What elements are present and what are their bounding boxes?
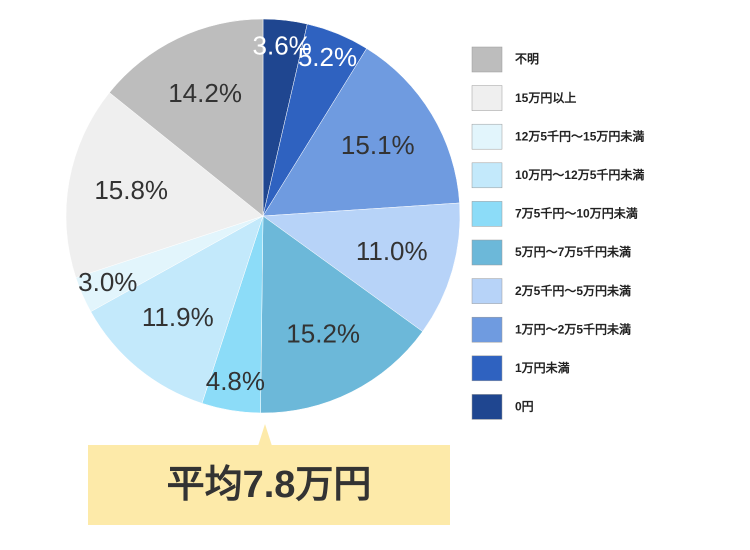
- data-label: 15.2%: [286, 319, 360, 349]
- legend-swatch: [471, 46, 503, 73]
- callout-pointer: [258, 424, 272, 446]
- pie-slice: [262, 48, 460, 217]
- legend-label: 12万5千円～15万円未満: [515, 128, 644, 143]
- legend-swatch: [471, 355, 503, 382]
- legend-swatch: [471, 85, 503, 111]
- legend-label: 0円: [515, 400, 534, 414]
- data-label: 5.2%: [298, 42, 357, 72]
- legend-label: 10万円～12万5千円未満: [515, 167, 644, 182]
- legend-swatch: [471, 394, 503, 420]
- legend-swatch: [471, 316, 503, 343]
- pie-slice: [260, 215, 423, 414]
- legend-swatch: [471, 162, 503, 189]
- legend-label: 7万5千円～10万円未満: [515, 206, 638, 221]
- legend-label: 1万円未満: [515, 360, 570, 375]
- pie-slice: [109, 18, 264, 217]
- legend-label: 2万5千円～5万円未満: [515, 283, 631, 298]
- data-label: 3.6%: [253, 31, 312, 61]
- data-label: 14.2%: [168, 78, 242, 108]
- data-label: 15.1%: [341, 130, 415, 160]
- legend-swatch: [471, 123, 503, 150]
- pie-slice: [65, 92, 264, 278]
- legend-label: 1万円～2万5千円未満: [515, 321, 631, 336]
- pie-slice: [262, 202, 461, 332]
- pie-slice: [90, 215, 264, 404]
- legend-label: 5万円～7万5千円未満: [515, 244, 631, 259]
- data-label: 3.0%: [78, 267, 137, 297]
- legend-swatch: [471, 201, 503, 227]
- legend-swatch: [471, 239, 503, 266]
- legend-swatch: [471, 278, 503, 304]
- callout: 平均7.8万円: [88, 424, 450, 525]
- data-label: 4.8%: [206, 366, 265, 396]
- callout-box: [88, 445, 450, 525]
- data-label: 11.0%: [356, 236, 428, 266]
- annotation: 平均7.8万円: [167, 464, 372, 506]
- data-label: 15.8%: [94, 175, 168, 205]
- data-label: 11.9%: [142, 302, 214, 332]
- legend-label: 不明: [515, 52, 539, 66]
- legend-label: 15万円以上: [515, 90, 576, 105]
